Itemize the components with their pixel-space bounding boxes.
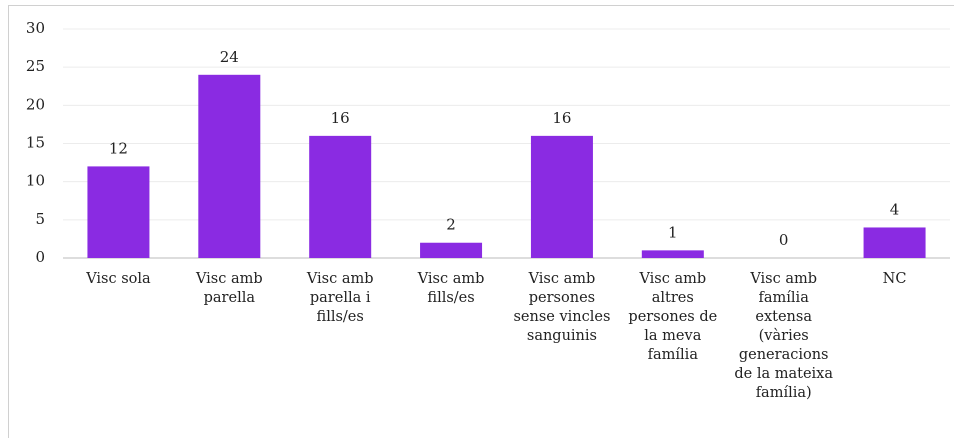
y-tick-label: 25 [26, 57, 45, 75]
data-label: 0 [779, 231, 789, 249]
bar [87, 166, 150, 258]
x-tick-label: Visc amb fills/es [417, 271, 485, 306]
data-label: 1 [668, 223, 678, 241]
bar [309, 135, 372, 258]
y-tick-label: 20 [26, 95, 45, 113]
y-tick-label: 10 [26, 172, 45, 190]
x-tick-label: Visc amb persones sense vincles sanguini… [513, 271, 611, 344]
bar [863, 227, 926, 258]
y-tick-label: 0 [35, 248, 45, 266]
y-tick-label: 5 [35, 210, 45, 228]
data-label: 4 [890, 200, 900, 218]
bar [530, 135, 593, 258]
x-tick-label: Visc sola [86, 271, 151, 287]
x-tick-label: Visc amb altres persones de la meva famí… [628, 271, 718, 363]
x-tick-label: Visc amb família extensa (vàries generac… [734, 271, 833, 401]
x-tick-label: Visc amb parella [195, 271, 263, 306]
data-label: 2 [446, 216, 456, 234]
y-tick-label: 15 [26, 134, 45, 152]
data-label: 16 [552, 109, 571, 127]
x-tick-label: NC [882, 271, 907, 287]
bar [420, 242, 483, 258]
bar [641, 250, 704, 258]
bar [198, 74, 261, 258]
data-label: 24 [220, 48, 239, 66]
x-tick-label: Visc amb parella i fills/es [306, 271, 374, 325]
data-label: 16 [331, 109, 350, 127]
y-tick-label: 30 [26, 19, 45, 37]
data-label: 12 [109, 139, 128, 157]
